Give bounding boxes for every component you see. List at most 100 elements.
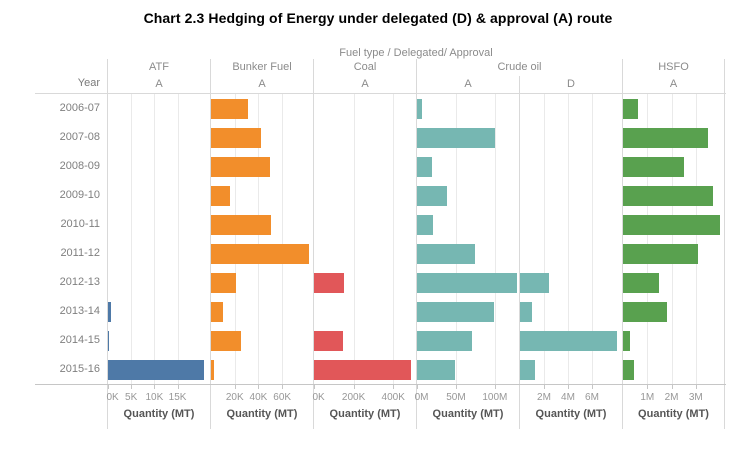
bar (211, 128, 261, 148)
bar (314, 360, 412, 380)
tick-label: 0M (414, 392, 429, 403)
tick-label: 0K (312, 392, 325, 403)
bar (520, 331, 618, 351)
bar (417, 331, 472, 351)
tick-label: 1M (640, 392, 655, 403)
panel-atf-a (107, 94, 210, 384)
bar (417, 360, 456, 380)
fuel-group-label: ATF (107, 59, 210, 76)
route-label: A (107, 76, 210, 93)
x-axes-spacer (35, 385, 107, 429)
year-axis-label: Year (77, 77, 100, 89)
x-axis: 2M 4M 6M Quantity (MT) (519, 385, 622, 429)
bar (623, 215, 721, 235)
fuel-group-label: Crude oil (416, 59, 622, 76)
tick-mark (592, 385, 593, 389)
panel-crude-oil-d (519, 94, 622, 384)
fuel-header-spacer (35, 59, 107, 76)
bar (211, 331, 241, 351)
bar (623, 244, 699, 264)
chart-title: Chart 2.3 Hedging of Energy under delega… (143, 10, 613, 26)
x-axis-title: Quantity (MT) (329, 408, 401, 420)
tick-mark (177, 385, 179, 389)
bar (623, 360, 634, 380)
panel-bunker-fuel-a (210, 94, 313, 384)
gridline (671, 94, 673, 384)
fuel-group-label: Bunker Fuel (210, 59, 313, 76)
x-axis-title: Quantity (MT) (226, 408, 298, 420)
tick-mark (353, 385, 355, 389)
route-label: A (313, 76, 416, 93)
bar (211, 186, 230, 206)
tick-label: 400K (381, 392, 405, 403)
bar (520, 273, 550, 293)
bar (417, 273, 517, 293)
year-tick-label: 2012-13 (59, 276, 100, 288)
tick-label: 200K (341, 392, 366, 403)
bar (108, 302, 111, 322)
gridline (544, 94, 545, 384)
bar (417, 215, 433, 235)
bar (211, 244, 310, 264)
tick-mark (455, 385, 457, 389)
bar (520, 360, 535, 380)
column-field-label: Fuel type / Delegated/ Approval (339, 47, 493, 59)
year-tick-label: 2009-10 (59, 189, 100, 201)
gridline (455, 94, 457, 384)
tick-label: 2M (664, 392, 679, 403)
tick-mark (417, 385, 418, 389)
year-tick-label: 2010-11 (60, 218, 100, 230)
bar (314, 331, 343, 351)
gridline (647, 94, 649, 384)
year-tick-label: 2008-09 (59, 160, 100, 172)
bar (623, 302, 667, 322)
tick-mark (131, 385, 133, 389)
x-axis-title: Quantity (MT) (638, 408, 709, 420)
x-axis: 0K 200K 400K Quantity (MT) (312, 385, 416, 429)
bar (623, 331, 630, 351)
tick-mark (544, 385, 545, 389)
gridline (494, 94, 496, 384)
bar (520, 302, 532, 322)
year-tick-label: 2007-08 (59, 131, 100, 143)
bar (623, 273, 660, 293)
gridline (258, 94, 260, 384)
tick-mark (282, 385, 284, 389)
x-axis: 1M 2M 3M Quantity (MT) (622, 385, 725, 429)
year-tick-label: 2013-14 (59, 305, 100, 317)
bar (211, 273, 236, 293)
x-axis-title: Quantity (MT) (123, 408, 195, 420)
bar (623, 186, 713, 206)
bar (623, 157, 684, 177)
tick-label: 5K (125, 392, 138, 403)
year-tick-label: 2011-12 (60, 247, 100, 259)
route-label: D (519, 76, 622, 93)
plot-body: 2006-07 2007-08 2008-09 2009-10 2010-11 2011-… (35, 94, 726, 384)
tick-label: 2M (537, 392, 551, 403)
panel-crude-oil-a (416, 94, 519, 384)
bar (417, 244, 476, 264)
bar (211, 302, 223, 322)
tick-mark (108, 385, 109, 389)
x-axis-title: Quantity (MT) (432, 408, 504, 420)
tick-mark (647, 385, 649, 389)
panel-coal-a (313, 94, 416, 384)
tick-mark (154, 385, 156, 389)
tick-mark (568, 385, 569, 389)
bar (417, 128, 495, 148)
tick-label: 15K (168, 392, 187, 403)
bar (623, 99, 638, 119)
x-axis-title: Quantity (MT) (535, 408, 607, 420)
gridline (592, 94, 593, 384)
tick-mark (671, 385, 673, 389)
tick-label: 6M (585, 392, 599, 403)
tick-mark (314, 385, 315, 389)
gridline (234, 94, 236, 384)
bar (211, 157, 271, 177)
bar (417, 157, 432, 177)
bar (108, 331, 110, 351)
bar (211, 215, 272, 235)
gridline (393, 94, 395, 384)
tick-mark (494, 385, 496, 389)
